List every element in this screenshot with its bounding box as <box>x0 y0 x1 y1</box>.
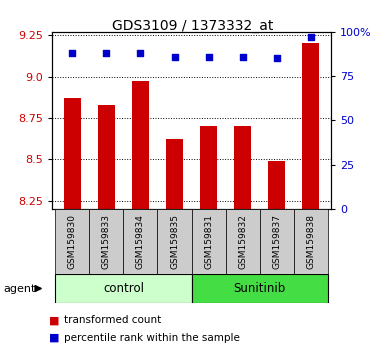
Bar <box>55 209 89 274</box>
Text: percentile rank within the sample: percentile rank within the sample <box>64 333 239 343</box>
Text: Sunitinib: Sunitinib <box>233 282 286 295</box>
Point <box>171 54 177 59</box>
Text: GSM159833: GSM159833 <box>102 214 111 269</box>
Text: GSM159837: GSM159837 <box>272 214 281 269</box>
Text: GDS3109 / 1373332_at: GDS3109 / 1373332_at <box>112 19 273 34</box>
Point <box>137 50 144 56</box>
Bar <box>55 274 192 303</box>
Text: transformed count: transformed count <box>64 315 161 325</box>
Bar <box>166 139 183 209</box>
Text: ■: ■ <box>49 315 59 325</box>
Bar <box>124 209 157 274</box>
Text: GSM159830: GSM159830 <box>68 214 77 269</box>
Bar <box>192 274 328 303</box>
Text: GSM159831: GSM159831 <box>204 214 213 269</box>
Bar <box>192 209 226 274</box>
Text: GSM159838: GSM159838 <box>306 214 315 269</box>
Point <box>103 50 109 56</box>
Text: GSM159834: GSM159834 <box>136 214 145 269</box>
Point <box>274 56 280 61</box>
Bar <box>89 209 124 274</box>
Point <box>239 54 246 59</box>
Bar <box>259 209 294 274</box>
Bar <box>268 161 285 209</box>
Bar <box>302 44 319 209</box>
Bar <box>200 126 217 209</box>
Point <box>308 34 314 40</box>
Bar <box>132 81 149 209</box>
Bar <box>157 209 192 274</box>
Point <box>206 54 212 59</box>
Text: control: control <box>103 282 144 295</box>
Bar <box>226 209 259 274</box>
Bar <box>234 126 251 209</box>
Bar <box>294 209 328 274</box>
Point <box>69 50 75 56</box>
Bar <box>64 98 81 209</box>
Text: GSM159832: GSM159832 <box>238 214 247 269</box>
Text: ■: ■ <box>49 333 59 343</box>
Text: GSM159835: GSM159835 <box>170 214 179 269</box>
Text: agent: agent <box>4 284 36 293</box>
Bar <box>98 105 115 209</box>
